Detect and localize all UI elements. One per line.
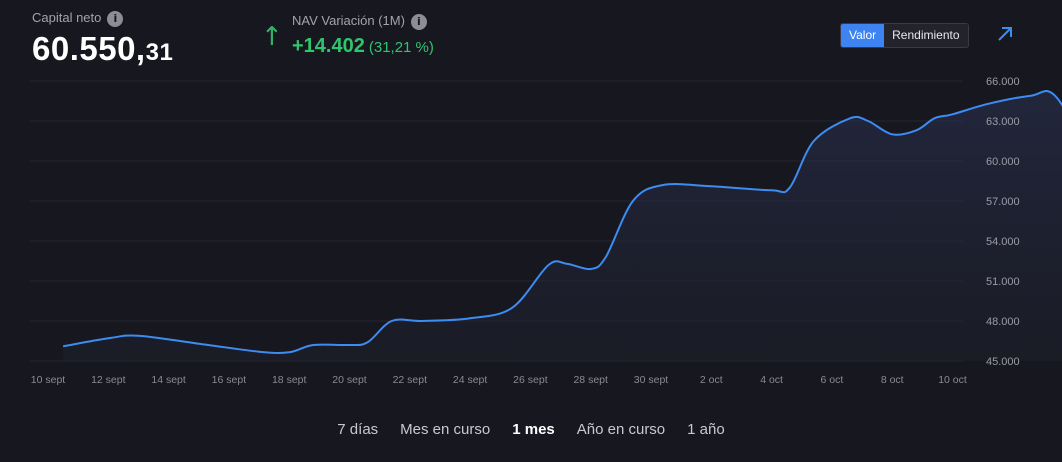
x-tick-label: 16 sept [212, 374, 247, 386]
y-tick-label: 63.000 [986, 116, 1020, 128]
x-tick-label: 8 oct [881, 374, 904, 386]
y-tick-label: 48.000 [986, 316, 1020, 328]
x-tick-label: 24 sept [453, 374, 488, 386]
x-tick-label: 2 oct [700, 374, 723, 386]
arrow-up-icon: ↑ [261, 22, 283, 52]
y-tick-label: 51.000 [986, 276, 1020, 288]
y-tick-label: 54.000 [986, 236, 1020, 248]
x-tick-label: 28 sept [573, 374, 608, 386]
x-tick-label: 30 sept [634, 374, 669, 386]
x-tick-label: 4 oct [760, 374, 783, 386]
series-line [62, 90, 1062, 354]
time-range-selector: 7 días Mes en curso 1 mes Año en curso 1 año [0, 421, 1062, 438]
range-option[interactable]: Mes en curso [400, 421, 491, 438]
valor-button[interactable]: Valor [841, 24, 885, 47]
range-option[interactable]: 1 año [687, 421, 725, 438]
x-tick-label: 20 sept [332, 374, 367, 386]
area-fill [63, 91, 1062, 361]
nav-change-percent: (31,21 %) [368, 39, 434, 56]
value-mode-toggle: Valor Rendimiento [840, 23, 969, 48]
networth-value: 60.550,31 [32, 30, 174, 67]
nav-change: +14.402 (31,21 %) [292, 35, 434, 58]
y-tick-label: 66.000 [986, 76, 1020, 88]
x-tick-label: 6 oct [821, 374, 844, 386]
x-tick-label: 26 sept [513, 374, 548, 386]
networth-label: Capital neto i [32, 10, 124, 27]
x-tick-label: 10 oct [938, 374, 967, 386]
rendimiento-button[interactable]: Rendimiento [884, 24, 968, 47]
range-option[interactable]: Año en curso [576, 421, 666, 438]
nav-change-value: +14.402 [292, 35, 365, 57]
chart: 45.000 48.000 51.000 54.000 57.000 60.000 63.0… [30, 76, 1062, 386]
nav-label: NAV Variación (1M) i [292, 13, 427, 30]
x-tick-label: 14 sept [151, 374, 186, 386]
range-option[interactable]: 7 días [337, 421, 379, 438]
x-tick-label: 12 sept [91, 374, 126, 386]
x-tick-label: 18 sept [272, 374, 307, 386]
y-tick-label: 60.000 [986, 156, 1020, 168]
x-tick-label: 10 sept [31, 374, 66, 386]
range-option[interactable]: 1 mes [512, 421, 555, 438]
expand-icon[interactable] [995, 24, 1015, 44]
info-icon[interactable]: i [410, 13, 427, 30]
info-icon[interactable]: i [107, 10, 124, 27]
y-tick-label: 57.000 [986, 196, 1020, 208]
y-tick-label: 45.000 [986, 356, 1020, 368]
x-tick-label: 22 sept [393, 374, 428, 386]
